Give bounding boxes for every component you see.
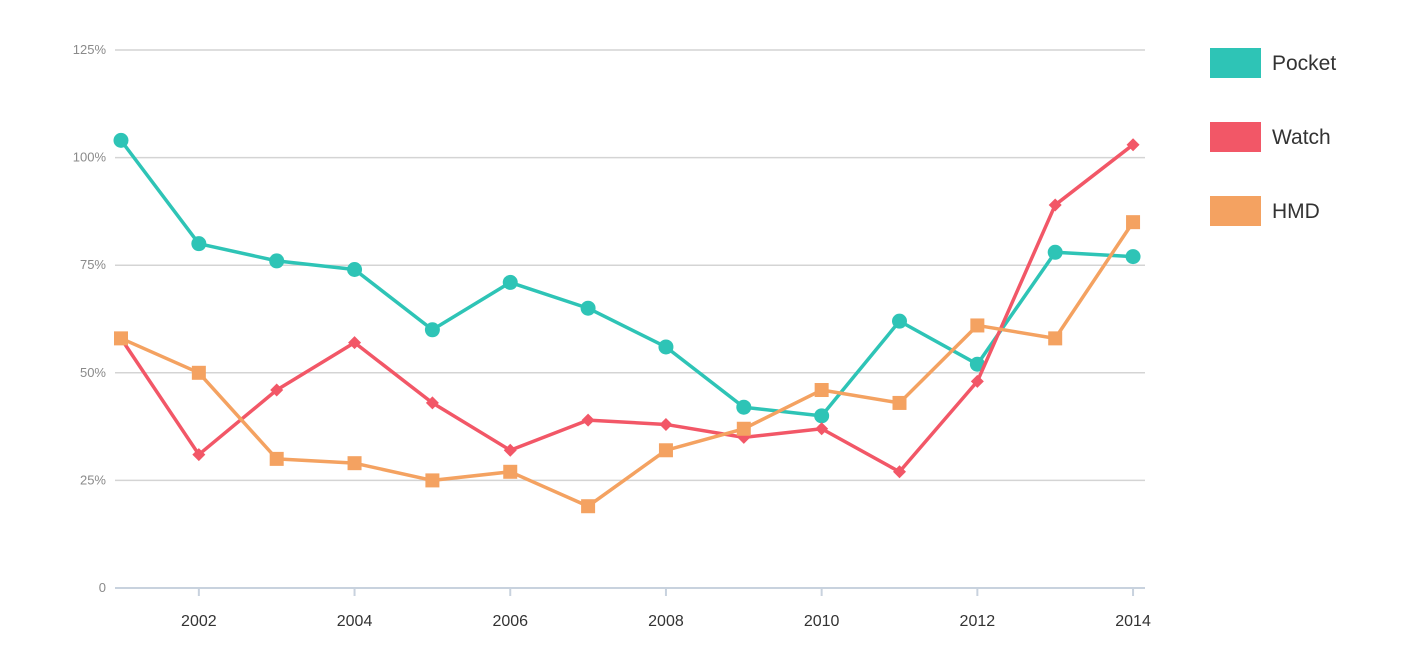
data-point	[736, 399, 752, 415]
series-line-watch	[119, 143, 1135, 474]
data-point	[1126, 215, 1141, 230]
data-point	[114, 331, 128, 346]
data-point	[1125, 249, 1141, 265]
series-line-pocket	[119, 139, 1134, 418]
data-point	[192, 448, 206, 462]
data-point	[270, 383, 284, 397]
data-point	[969, 356, 985, 372]
x-tick-label: 2004	[337, 613, 373, 630]
data-point	[424, 322, 440, 338]
data-point	[347, 456, 362, 471]
series-pocket	[113, 132, 1141, 424]
data-point	[269, 253, 285, 269]
legend-label: Pocket	[1272, 52, 1336, 75]
legend: Pocket Watch HMD	[1210, 48, 1336, 226]
y-tick-label: 125%	[73, 42, 107, 57]
data-point	[892, 395, 907, 410]
data-point	[191, 365, 206, 380]
data-point	[970, 374, 984, 388]
data-point	[425, 473, 440, 488]
y-axis-tick-labels: 0 25% 50% 75% 100% 125%	[73, 42, 107, 595]
y-tick-label: 100%	[73, 150, 107, 165]
data-point	[425, 396, 439, 410]
x-tick-label: 2006	[492, 613, 528, 630]
data-point	[347, 262, 363, 278]
data-point	[970, 318, 985, 333]
y-tick-label: 75%	[80, 257, 106, 272]
legend-item-pocket: Pocket	[1210, 48, 1336, 78]
data-point	[581, 413, 595, 427]
data-point	[1048, 198, 1062, 212]
series-line-hmd	[120, 221, 1135, 508]
x-axis	[115, 587, 1145, 596]
legend-swatch	[1210, 196, 1261, 226]
data-point	[659, 417, 673, 431]
data-point	[348, 336, 362, 350]
data-point	[893, 465, 906, 479]
data-point	[814, 383, 829, 398]
y-tick-label: 25%	[80, 472, 106, 487]
data-point	[815, 422, 829, 436]
x-axis-tick-labels: 2002 2004 2006 2008 2010 2012 2014	[181, 613, 1151, 630]
x-tick-label: 2014	[1115, 613, 1151, 630]
data-point	[580, 300, 596, 316]
grid-lines	[115, 49, 1145, 482]
x-tick-label: 2012	[960, 613, 996, 630]
data-point	[1047, 244, 1063, 260]
data-point	[269, 451, 284, 466]
data-point	[658, 339, 674, 355]
series-lines	[113, 132, 1141, 514]
data-point	[736, 421, 751, 436]
data-point	[503, 443, 517, 457]
data-point	[113, 132, 129, 148]
data-point	[503, 464, 518, 479]
x-tick-label: 2008	[648, 613, 684, 630]
legend-swatch	[1210, 122, 1261, 152]
y-tick-label: 50%	[80, 365, 106, 380]
series-hmd	[114, 215, 1141, 514]
x-tick-label: 2002	[181, 613, 217, 630]
data-point	[1126, 138, 1140, 152]
legend-item-hmd: HMD	[1210, 196, 1320, 226]
x-tick-label: 2010	[804, 613, 840, 630]
data-point	[658, 443, 673, 458]
legend-label: HMD	[1272, 200, 1320, 223]
legend-swatch	[1210, 48, 1261, 78]
data-point	[1048, 331, 1063, 346]
series-watch	[114, 138, 1140, 479]
data-point	[502, 274, 518, 290]
data-point	[581, 499, 596, 514]
data-point	[892, 313, 907, 329]
data-point	[191, 236, 207, 252]
legend-label: Watch	[1272, 126, 1331, 149]
data-point	[814, 408, 830, 424]
y-tick-label: 0	[99, 580, 106, 595]
legend-item-watch: Watch	[1210, 122, 1331, 152]
